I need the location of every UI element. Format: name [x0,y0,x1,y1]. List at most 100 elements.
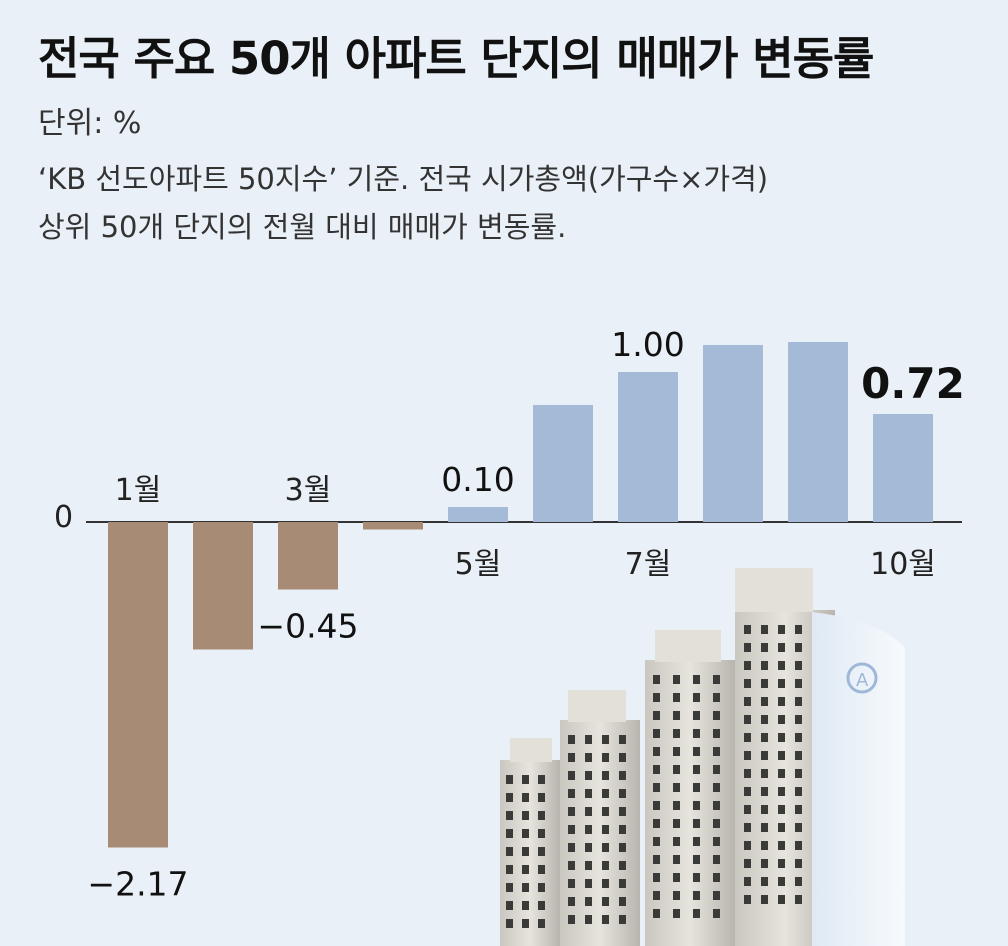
window-4-15-3 [778,877,785,886]
window-4-7-1 [744,733,751,742]
window-1-5-3 [538,847,545,856]
window-2-7-4 [619,843,626,852]
bars-group [108,342,933,848]
window-3-1-2 [673,675,680,684]
window-3-14-3 [693,909,700,918]
window-3-12-4 [713,873,720,882]
window-2-5-3 [602,807,609,816]
window-3-14-2 [673,909,680,918]
window-4-4-2 [761,679,768,688]
window-3-8-4 [713,801,720,810]
window-1-2-2 [522,793,529,802]
window-2-8-2 [585,861,592,870]
window-4-15-4 [795,877,802,886]
bar-7 [618,372,678,522]
window-3-11-4 [713,855,720,864]
window-3-7-3 [693,783,700,792]
window-4-11-1 [744,805,751,814]
window-3-13-1 [653,891,660,900]
window-2-4-2 [585,789,592,798]
window-2-4-1 [568,789,575,798]
window-3-12-3 [693,873,700,882]
window-2-9-3 [602,879,609,888]
window-2-1-3 [602,735,609,744]
window-1-5-1 [506,847,513,856]
window-3-9-4 [713,819,720,828]
window-3-3-3 [693,711,700,720]
window-4-13-3 [778,841,785,850]
window-3-9-1 [653,819,660,828]
window-3-10-3 [693,837,700,846]
bar-8 [703,345,763,522]
window-2-7-3 [602,843,609,852]
window-2-1-1 [568,735,575,744]
window-4-16-4 [795,895,802,904]
month-label-5: 5월 [455,547,502,582]
window-2-11-1 [568,915,575,924]
window-1-8-3 [538,901,545,910]
window-2-6-1 [568,825,575,834]
window-3-3-2 [673,711,680,720]
window-4-9-3 [778,769,785,778]
window-4-8-3 [778,751,785,760]
window-2-3-2 [585,771,592,780]
window-3-13-4 [713,891,720,900]
apartment-tower-1 [500,738,560,946]
window-2-3-3 [602,771,609,780]
window-3-8-2 [673,801,680,810]
window-4-15-2 [761,877,768,886]
window-3-2-1 [653,693,660,702]
window-4-13-2 [761,841,768,850]
window-2-4-3 [602,789,609,798]
window-4-14-2 [761,859,768,868]
window-4-11-2 [761,805,768,814]
window-3-5-3 [693,747,700,756]
window-2-2-3 [602,753,609,762]
window-4-5-3 [778,697,785,706]
window-3-6-1 [653,765,660,774]
window-4-5-4 [795,697,802,706]
window-3-7-4 [713,783,720,792]
window-1-7-3 [538,883,545,892]
window-3-6-4 [713,765,720,774]
month-label-1: 1월 [115,473,162,508]
window-4-8-4 [795,751,802,760]
window-4-14-3 [778,859,785,868]
window-4-10-2 [761,787,768,796]
value-label-10: 0.72 [861,359,965,408]
window-3-4-3 [693,729,700,738]
window-2-6-4 [619,825,626,834]
apartment-tower-4: A [735,568,905,946]
bar-9 [788,342,848,522]
window-1-9-1 [506,919,513,928]
apartment-tower-2 [560,690,640,946]
window-4-10-3 [778,787,785,796]
window-3-11-1 [653,855,660,864]
bar-2 [193,522,253,650]
window-2-8-4 [619,861,626,870]
window-4-12-3 [778,823,785,832]
window-3-12-1 [653,873,660,882]
value-label-3: −0.45 [257,607,358,646]
window-2-10-4 [619,897,626,906]
window-4-8-1 [744,751,751,760]
window-4-7-2 [761,733,768,742]
window-4-5-2 [761,697,768,706]
window-3-12-2 [673,873,680,882]
bar-3 [278,522,338,590]
window-4-1-1 [744,625,751,634]
window-4-7-3 [778,733,785,742]
unit-label: 단위: % [38,106,142,141]
window-1-2-1 [506,793,513,802]
window-1-4-1 [506,829,513,838]
window-2-3-4 [619,771,626,780]
window-1-6-1 [506,865,513,874]
window-4-9-2 [761,769,768,778]
window-3-13-3 [693,891,700,900]
window-1-7-1 [506,883,513,892]
labels-group: 1월 −2.17 3월 −0.45 5월 0.10 7월 1.00 10월 0.72 [87,325,964,904]
window-4-14-4 [795,859,802,868]
bar-4 [363,522,423,530]
window-2-10-2 [585,897,592,906]
window-2-2-1 [568,753,575,762]
